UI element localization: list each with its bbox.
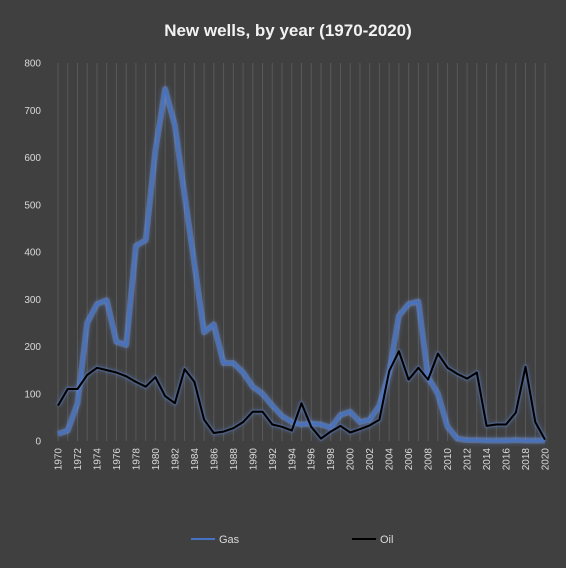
y-tick-label: 300: [24, 295, 41, 306]
legend-label-oil: Oil: [380, 534, 393, 546]
x-tick-label: 1984: [190, 448, 201, 471]
x-tick-label: 2008: [424, 448, 435, 471]
x-tick-label: 2014: [482, 448, 493, 471]
series-lines: [55, 86, 548, 444]
x-tick-label: 1976: [112, 448, 123, 471]
series-line-gas: [57, 88, 545, 442]
x-tick-label: 2016: [502, 448, 513, 471]
y-tick-label: 600: [24, 153, 41, 164]
y-tick-label: 0: [35, 437, 41, 448]
legend: Gas Oil: [191, 534, 393, 546]
x-tick-label: 2012: [463, 448, 474, 471]
x-tick-label: 2004: [385, 448, 396, 471]
x-tick-label: 1986: [209, 448, 220, 471]
y-tick-label: 400: [24, 248, 41, 259]
legend-label-gas: Gas: [219, 534, 240, 546]
y-tick-label: 500: [24, 200, 41, 211]
x-tick-label: 1974: [92, 448, 103, 471]
y-tick-label: 700: [24, 106, 41, 117]
x-tick-label: 2002: [365, 448, 376, 471]
x-tick-label: 1982: [170, 448, 181, 471]
x-tick-label: 1996: [307, 448, 318, 471]
series-line-oil: [57, 350, 546, 441]
x-tick-label: 1970: [54, 448, 65, 471]
y-tick-label: 200: [24, 342, 41, 353]
x-axis-ticks: 1970 1972 1974 1976 1978 1980 1982 1984 1986 1988…: [54, 448, 552, 471]
x-tick-label: 2010: [443, 448, 454, 471]
x-tick-label: 1990: [248, 448, 259, 471]
y-axis-ticks: 0 100 200 300 400 500 600 700 800: [24, 59, 41, 448]
x-tick-label: 1978: [131, 448, 142, 471]
x-tick-label: 1998: [326, 448, 337, 471]
x-tick-label: 1988: [229, 448, 240, 471]
x-tick-label: 2006: [404, 448, 415, 471]
x-tick-label: 1972: [73, 448, 84, 471]
gridlines: [57, 63, 546, 441]
x-tick-label: 1980: [151, 448, 162, 471]
x-tick-label: 2018: [521, 448, 532, 471]
x-tick-label: 1994: [287, 448, 298, 471]
x-tick-label: 1992: [268, 448, 279, 471]
y-tick-label: 100: [24, 389, 41, 400]
chart-title: New wells, by year (1970-2020): [164, 21, 412, 40]
x-tick-label: 2000: [346, 448, 357, 471]
x-tick-label: 2020: [541, 448, 552, 471]
y-tick-label: 800: [24, 59, 41, 70]
